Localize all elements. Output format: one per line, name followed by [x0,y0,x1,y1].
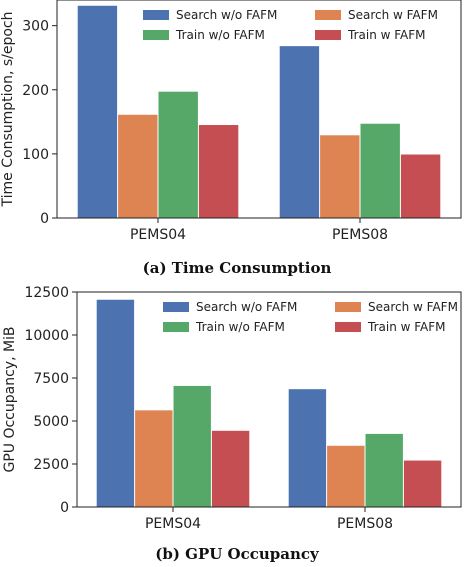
gpu-ytick-label-5000: 5000 [33,414,69,430]
caption-time-consumption: (a) Time Consumption [142,259,332,277]
caption-gpu-occupancy: (b) GPU Occupancy [155,545,319,563]
time-legend-swatch-train-wo-fafm [143,30,169,40]
time-bar-pems04-train-wo-fafm [158,91,198,218]
gpu-bar-pems08-search-wo-fafm [288,389,327,507]
time-ytick-label-300: 300 [22,19,49,35]
gpu-legend-label-search-wo-fafm: Search w/o FAFM [196,300,297,314]
gpu-ytick-label-12500: 12500 [24,285,69,301]
time-legend-swatch-search-wo-fafm [143,10,169,20]
gpu-legend-swatch-train-w-fafm [335,322,361,332]
time-ylabel: Time Consumption, s/epoch [0,12,16,208]
gpu-legend-swatch-search-w-fafm [335,302,361,312]
gpu-ytick-label-0: 0 [60,500,69,516]
gpu-ytick-label-10000: 10000 [24,328,69,344]
gpu-legend-label-train-wo-fafm: Train w/o FAFM [195,320,285,334]
time-bar-pems04-search-w-fafm [118,114,158,218]
gpu-bar-pems08-train-w-fafm [403,460,442,507]
gpu-axes-frame [76,291,462,508]
time-bar-pems08-search-wo-fafm [279,46,320,219]
gpu-bar-pems04-search-wo-fafm [96,299,135,507]
gpu-ytick-label-2500: 2500 [33,457,69,473]
time-legend-label-search-wo-fafm: Search w/o FAFM [176,8,277,22]
time-xtick-label-pems08: PEMS08 [332,227,388,243]
time-xtick-label-pems04: PEMS04 [130,227,186,243]
gpu-bar-pems04-train-w-fafm [211,430,250,507]
gpu-legend-swatch-train-wo-fafm [163,322,189,332]
gpu-bar-pems08-train-wo-fafm [365,433,403,507]
gpu-ylabel: GPU Occupancy, MiB [2,326,18,472]
gpu-bar-pems04-search-w-fafm [135,410,173,507]
gpu-xtick-label-pems04: PEMS04 [145,516,201,532]
gpu-legend-label-search-w-fafm: Search w FAFM [368,300,458,314]
time-ytick-label-0: 0 [40,211,49,227]
time-legend-label-train-wo-fafm: Train w/o FAFM [175,28,265,42]
gpu-xtick-label-pems08: PEMS08 [337,516,393,532]
gpu-bar-pems08-search-w-fafm [327,445,365,507]
time-bar-pems08-search-w-fafm [320,135,360,218]
time-ytick-label-100: 100 [22,147,49,163]
time-legend-swatch-search-w-fafm [315,10,341,20]
time-bar-pems08-train-w-fafm [400,154,441,218]
time-legend-swatch-train-w-fafm [315,30,341,40]
time-axes-frame [56,0,462,219]
gpu-legend-label-train-w-fafm: Train w FAFM [367,320,446,334]
time-bar-pems04-search-wo-fafm [77,5,118,219]
time-bar-pems08-train-wo-fafm [360,123,400,218]
gpu-ytick-label-7500: 7500 [33,371,69,387]
time-legend-label-search-w-fafm: Search w FAFM [348,8,438,22]
gpu-bar-pems04-train-wo-fafm [173,385,211,507]
time-ytick-label-200: 200 [22,83,49,99]
time-legend-label-train-w-fafm: Train w FAFM [347,28,426,42]
gpu-legend-swatch-search-wo-fafm [163,302,189,312]
time-bar-pems04-train-w-fafm [198,125,239,218]
